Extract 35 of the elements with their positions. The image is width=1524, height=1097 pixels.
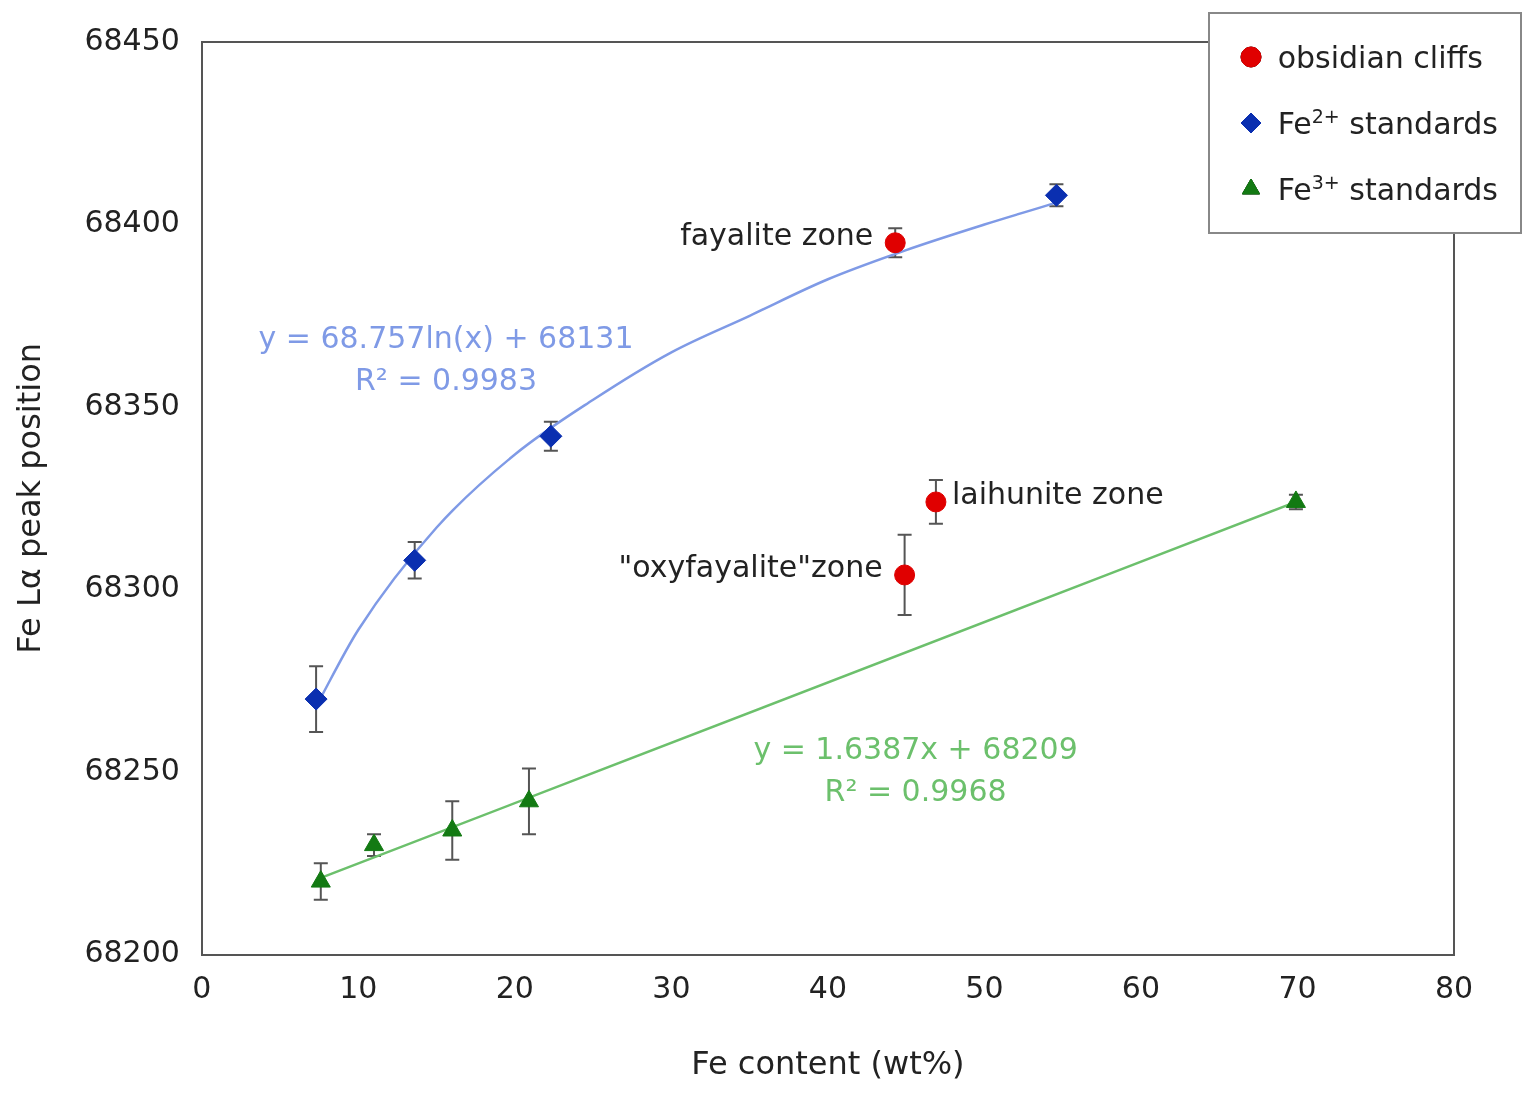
y-tick-label: 68250 bbox=[84, 751, 180, 787]
x-tick-label: 30 bbox=[652, 970, 691, 1006]
legend-label: Fe$^{3+}$ standards bbox=[1277, 171, 1498, 207]
point bbox=[442, 818, 463, 837]
y-tick-label: 68300 bbox=[84, 569, 180, 605]
y-tick-label: 68400 bbox=[84, 204, 180, 240]
point bbox=[894, 564, 916, 586]
x-tick-label: 20 bbox=[495, 970, 534, 1006]
legend-label: Fe$^{2+}$ standards bbox=[1277, 105, 1498, 141]
point bbox=[304, 687, 328, 711]
x-tick-label: 80 bbox=[1434, 970, 1474, 1006]
y-axis-title: Fe Lα peak position bbox=[9, 342, 48, 654]
annotation: "oxyfayalite"zone bbox=[618, 548, 883, 584]
legend-label: obsidian cliffs bbox=[1277, 39, 1483, 75]
x-tick-label: 70 bbox=[1278, 970, 1317, 1006]
point bbox=[884, 232, 906, 254]
annotation: y = 68.757ln(x) + 68131 R² = 0.9983 bbox=[258, 320, 634, 398]
annotation: fayalite zone bbox=[680, 216, 874, 252]
point bbox=[403, 548, 427, 572]
y-tick-label: 68450 bbox=[84, 21, 180, 57]
x-axis-title: Fe content (wt%) bbox=[691, 1044, 965, 1083]
x-tick-label: 10 bbox=[339, 970, 378, 1006]
annotation: y = 1.6387x + 68209 R² = 0.9968 bbox=[753, 730, 1078, 808]
point bbox=[925, 491, 947, 513]
point bbox=[310, 870, 331, 888]
x-tick-label: 0 bbox=[192, 970, 212, 1006]
x-tick-label: 40 bbox=[808, 970, 848, 1006]
point bbox=[363, 833, 385, 852]
point bbox=[539, 424, 563, 448]
x-tick-label: 50 bbox=[965, 970, 1004, 1006]
point bbox=[518, 789, 539, 808]
annotation: laihunite zone bbox=[951, 475, 1164, 511]
y-tick-label: 68200 bbox=[84, 934, 180, 970]
x-tick-label: 60 bbox=[1121, 970, 1161, 1006]
y-tick-label: 68350 bbox=[84, 386, 180, 422]
